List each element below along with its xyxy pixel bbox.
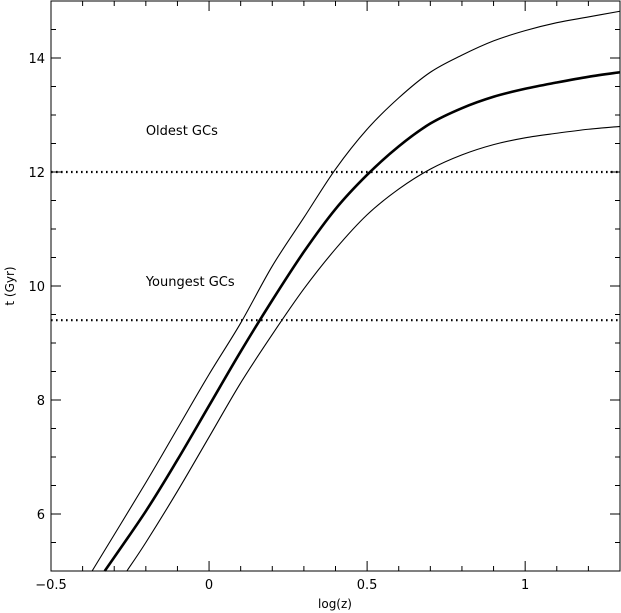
ticks [50, 0, 621, 572]
annotation-label: Youngest GCs [145, 275, 235, 290]
y-tick-label: 6 [37, 508, 45, 523]
annotations: Oldest GCs Youngest GCs [145, 124, 235, 290]
x-axis-title: log(z) [318, 597, 352, 611]
x-tick-label: 0.5 [357, 578, 378, 593]
central-age-curve [103, 70, 621, 572]
x-tick-label: 0 [205, 578, 213, 593]
reference-lines [51, 170, 620, 322]
x-tick-label: −0.5 [35, 578, 67, 593]
y-tick-label: 12 [28, 166, 45, 181]
tick-labels: −0.5 0 0.5 1 6 8 10 12 14 [28, 52, 529, 593]
x-tick-label: 1 [521, 578, 529, 593]
lower-age-curve [126, 125, 621, 572]
y-tick-label: 10 [28, 280, 45, 295]
y-axis-title: t (Gyr) [3, 266, 17, 305]
series-lines [91, 10, 621, 572]
upper-age-curve [91, 10, 621, 572]
annotation-label: Oldest GCs [146, 124, 218, 139]
y-tick-label: 14 [28, 52, 45, 67]
y-tick-label: 8 [37, 394, 45, 409]
